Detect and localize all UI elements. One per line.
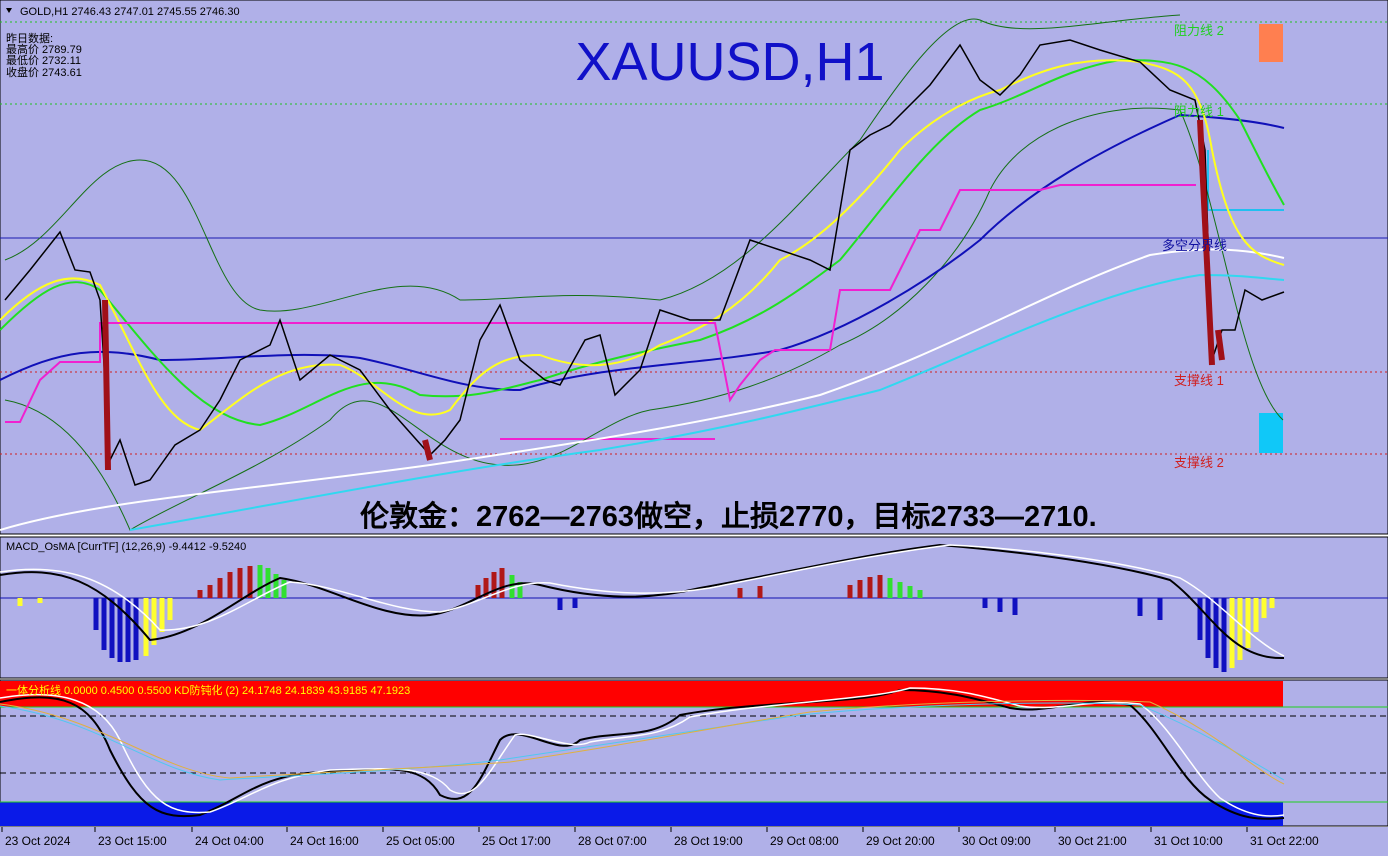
- x-axis-label: 29 Oct 08:00: [770, 834, 839, 848]
- kd-label: 一体分析线 0.0000 0.4500 0.5500 KD防钝化 (2) 24.…: [6, 683, 410, 697]
- macd-line: [0, 543, 1285, 660]
- x-axis-label: 23 Oct 2024: [5, 834, 71, 848]
- prev-day-line: 最高价 2789.79: [6, 42, 82, 56]
- ma-white: [0, 248, 1285, 531]
- dropdown-arrow[interactable]: [6, 8, 12, 13]
- x-axis-label: 30 Oct 21:00: [1058, 834, 1127, 848]
- x-axis-label: 25 Oct 17:00: [482, 834, 551, 848]
- x-axis-label: 23 Oct 15:00: [98, 834, 167, 848]
- level-label: 支撑线 1: [1174, 373, 1224, 388]
- macd-histogram-yellow: [17, 598, 1275, 668]
- step-line: [5, 184, 1196, 423]
- ma-blue: [0, 113, 1285, 392]
- bollinger-upper: [4, 14, 1181, 312]
- cyan-segment: [1207, 150, 1284, 211]
- price-panel: [0, 0, 1388, 535]
- chart-title: XAUUSD,H1: [575, 32, 884, 92]
- prev-day-line: 收盘价 2743.61: [6, 65, 82, 79]
- support-box: [1259, 413, 1283, 453]
- prev-day-line: 最低价 2732.11: [6, 54, 81, 67]
- level-label: 多空分界线: [1162, 238, 1227, 253]
- x-axis: [0, 827, 1388, 856]
- symbol-header: GOLD,H1 2746.43 2747.01 2745.55 2746.30: [20, 6, 240, 18]
- kd-slow-line: [0, 702, 1285, 781]
- trade-annotation: 伦敦金：2762—2763做空，止损2770，目标2733—2710.: [360, 499, 1097, 533]
- x-axis-label: 29 Oct 20:00: [866, 834, 935, 848]
- x-axis-label: 28 Oct 19:00: [674, 834, 743, 848]
- candle-bodies: [102, 119, 1225, 471]
- level-label: 阻力线 2: [1174, 23, 1224, 38]
- level-label: 支撑线 2: [1174, 455, 1224, 470]
- x-axis-label: 30 Oct 09:00: [962, 834, 1031, 848]
- signal-line: [0, 544, 1285, 657]
- macd-histogram-pos: [197, 566, 883, 598]
- macd-label: MACD_OsMA [CurrTF] (12,26,9) -9.4412 -9.…: [6, 541, 246, 553]
- resistance-box: [1259, 24, 1283, 62]
- oversold-band: [0, 802, 1283, 826]
- macd-panel: [0, 536, 1388, 679]
- level-label: 阻力线 1: [1174, 104, 1224, 119]
- x-axis-label: 31 Oct 10:00: [1154, 834, 1223, 848]
- x-axis-label: 25 Oct 05:00: [386, 834, 455, 848]
- kd-d-line: [0, 687, 1285, 817]
- x-axis-label: 24 Oct 04:00: [195, 834, 264, 848]
- prev-day-title: 昨日数据:: [6, 31, 53, 45]
- x-axis-label: 28 Oct 07:00: [578, 834, 647, 848]
- x-axis-labels: 23 Oct 2024 23 Oct 15:00 24 Oct 04:00 24 Oc…: [1, 827, 1319, 848]
- ma-cyan: [129, 273, 1285, 531]
- macd-histogram-neg: [93, 598, 1227, 672]
- kd-slow-line-2: [0, 699, 1285, 785]
- x-axis-label: 24 Oct 16:00: [290, 834, 359, 848]
- price-path: [4, 39, 1285, 486]
- x-axis-label: 31 Oct 22:00: [1250, 834, 1319, 848]
